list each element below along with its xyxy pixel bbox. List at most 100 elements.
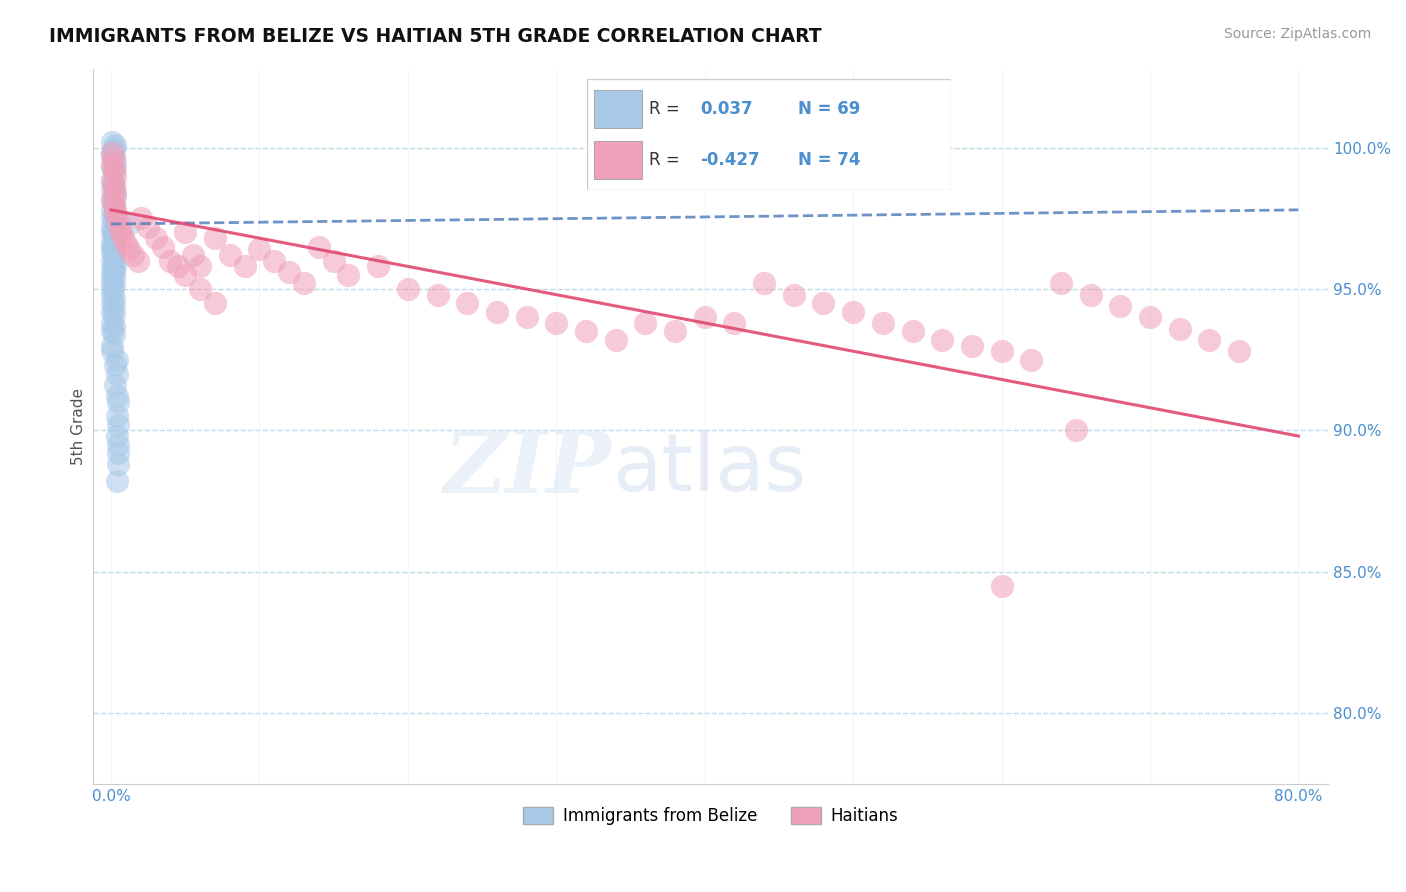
Point <box>575 325 598 339</box>
Point <box>107 417 129 432</box>
Point <box>103 163 125 178</box>
Point <box>783 287 806 301</box>
Point <box>136 219 159 234</box>
Text: Source: ZipAtlas.com: Source: ZipAtlas.com <box>1223 27 1371 41</box>
Point <box>103 197 125 211</box>
Point <box>101 175 124 189</box>
Point <box>145 231 167 245</box>
Point <box>752 277 775 291</box>
Point <box>605 333 627 347</box>
Point <box>101 239 124 253</box>
Point <box>1139 310 1161 325</box>
Point <box>103 222 125 236</box>
Point <box>103 152 125 166</box>
Point <box>634 316 657 330</box>
Point <box>204 296 226 310</box>
Point <box>101 146 124 161</box>
Point <box>103 236 125 251</box>
Point <box>101 149 124 163</box>
Point <box>308 239 330 253</box>
Point <box>101 325 124 339</box>
Point <box>105 209 128 223</box>
Point <box>367 260 389 274</box>
Point <box>105 352 128 367</box>
Point <box>101 192 124 206</box>
Point <box>104 186 127 200</box>
Point <box>103 270 125 285</box>
Point <box>103 178 125 192</box>
Point <box>101 262 124 277</box>
Point <box>101 226 124 240</box>
Point <box>104 260 127 274</box>
Point <box>664 325 686 339</box>
Point <box>1080 287 1102 301</box>
Point <box>1109 299 1132 313</box>
Point <box>107 214 129 228</box>
Y-axis label: 5th Grade: 5th Grade <box>72 388 86 465</box>
Point <box>693 310 716 325</box>
Point <box>218 248 240 262</box>
Point <box>127 253 149 268</box>
Text: atlas: atlas <box>612 430 806 508</box>
Point <box>103 291 125 305</box>
Point <box>110 226 132 240</box>
Point <box>101 282 124 296</box>
Point <box>104 202 127 217</box>
Point <box>103 144 125 158</box>
Point <box>103 163 125 178</box>
Point <box>103 243 125 257</box>
Point <box>115 236 138 251</box>
Point <box>104 137 127 152</box>
Point <box>107 458 129 472</box>
Point <box>278 265 301 279</box>
Point <box>426 287 449 301</box>
Point <box>292 277 315 291</box>
Text: ZIP: ZIP <box>444 427 612 511</box>
Point <box>204 231 226 245</box>
Point <box>103 197 125 211</box>
Point <box>101 344 124 359</box>
Point <box>118 217 141 231</box>
Point <box>101 146 124 161</box>
Point <box>129 211 152 226</box>
Point <box>990 344 1012 359</box>
Point <box>174 268 197 282</box>
Point <box>105 367 128 381</box>
Point <box>104 209 127 223</box>
Point <box>122 248 145 262</box>
Point <box>111 231 134 245</box>
Point <box>101 158 124 172</box>
Point <box>159 253 181 268</box>
Point <box>516 310 538 325</box>
Point <box>485 304 508 318</box>
Point <box>103 256 125 270</box>
Point <box>103 186 125 200</box>
Point <box>813 296 835 310</box>
Point <box>337 268 360 282</box>
Point <box>166 260 188 274</box>
Point <box>1019 352 1042 367</box>
Point <box>101 304 124 318</box>
Text: IMMIGRANTS FROM BELIZE VS HAITIAN 5TH GRADE CORRELATION CHART: IMMIGRANTS FROM BELIZE VS HAITIAN 5TH GR… <box>49 27 823 45</box>
Point <box>249 243 271 257</box>
Point <box>1168 321 1191 335</box>
Point <box>103 279 125 293</box>
Point <box>103 205 125 219</box>
Point <box>101 171 124 186</box>
Point <box>152 239 174 253</box>
Point <box>1198 333 1220 347</box>
Point <box>105 409 128 424</box>
Point <box>101 194 124 209</box>
Point <box>1050 277 1073 291</box>
Point <box>263 253 285 268</box>
Point <box>101 245 124 260</box>
Legend: Immigrants from Belize, Haitians: Immigrants from Belize, Haitians <box>523 807 898 825</box>
Point <box>104 188 127 202</box>
Point <box>103 299 125 313</box>
Point <box>104 359 127 373</box>
Point <box>188 282 211 296</box>
Point <box>103 228 125 243</box>
Point <box>1227 344 1250 359</box>
Point <box>101 161 124 175</box>
Point <box>960 338 983 352</box>
